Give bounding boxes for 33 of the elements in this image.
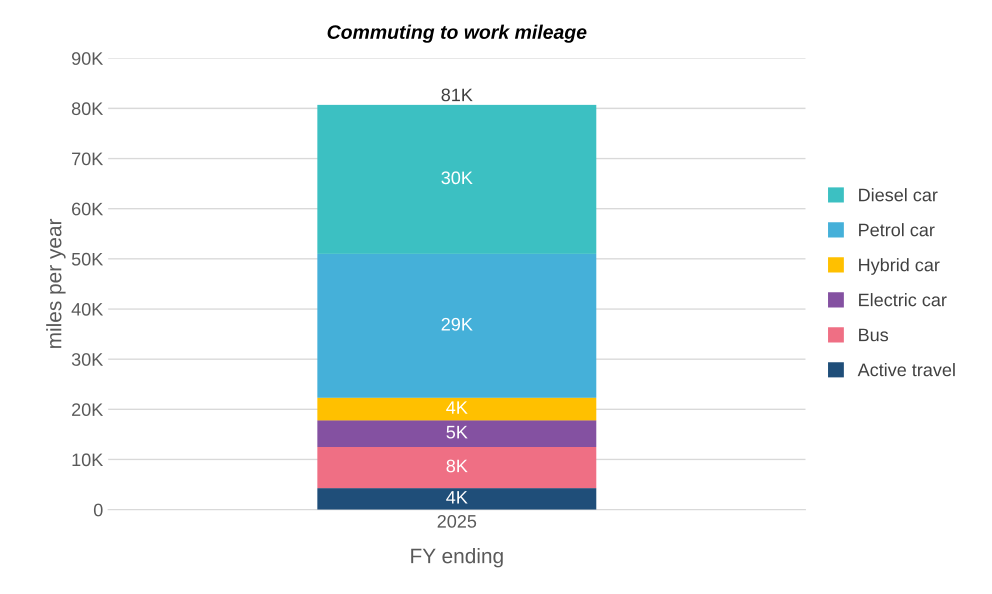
bar <box>317 488 596 510</box>
data-label: 29K <box>442 318 473 331</box>
y-tick-label: 30K <box>72 353 104 366</box>
legend-label: Active travel <box>858 363 955 376</box>
chart-title: Commuting to work mileage <box>328 24 586 43</box>
legend-label: Bus <box>859 328 888 342</box>
data-label: 4K <box>446 491 468 504</box>
data-label: 5K <box>446 426 468 439</box>
legend-label: Petrol car <box>859 223 935 236</box>
y-axis-title: miles per year <box>46 218 66 348</box>
y-tick-label: 70K <box>72 152 104 166</box>
x-tick-label: 2025 <box>438 514 476 528</box>
x-axis-title: FY ending <box>411 548 503 568</box>
y-tick-label: 10K <box>72 453 104 466</box>
bar <box>317 398 596 420</box>
legend-label: Hybrid car <box>859 258 940 275</box>
y-tick-label: 40K <box>72 302 104 316</box>
legend-label: Diesel car <box>859 188 938 202</box>
y-tick-label: 80K <box>72 102 104 116</box>
y-tick-label: 90K <box>72 52 104 65</box>
data-label: 30K <box>441 171 473 184</box>
y-tick-label: 60K <box>72 202 104 216</box>
y-tick-label: 20K <box>72 403 104 416</box>
bar <box>317 254 596 398</box>
bar <box>317 420 596 447</box>
data-label: 8K <box>446 460 468 472</box>
bar <box>317 104 596 254</box>
bar <box>317 446 596 488</box>
y-tick-label: 50K <box>72 252 104 266</box>
data-label: 4K <box>446 401 468 414</box>
y-tick-label: 0 <box>94 504 103 516</box>
legend-label: Electric car <box>859 293 947 306</box>
total-label: 81K <box>442 88 473 102</box>
